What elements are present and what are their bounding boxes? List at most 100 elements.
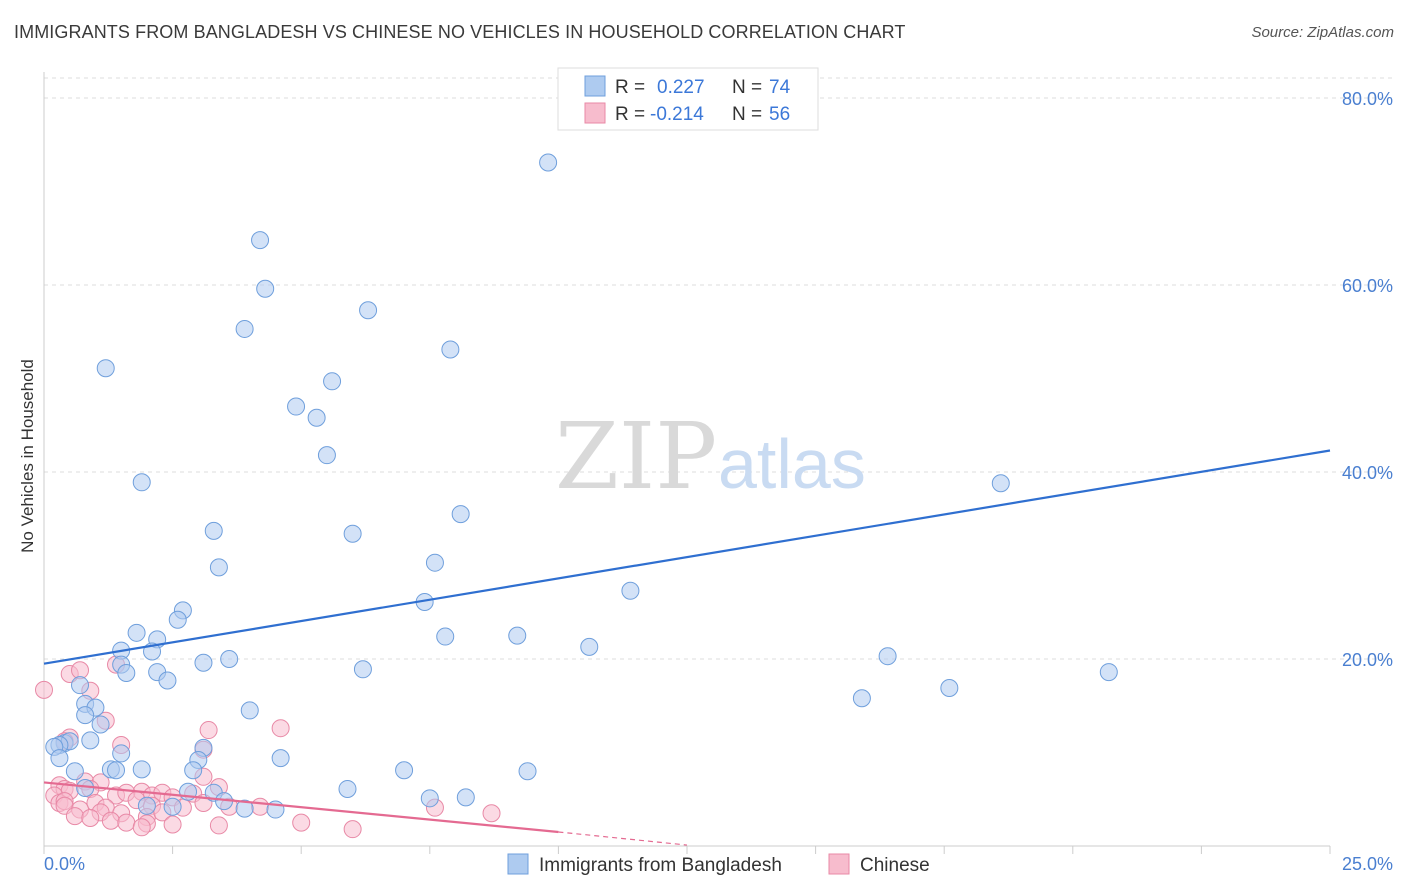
chinese-point xyxy=(482,804,501,823)
bangladesh-point xyxy=(91,715,110,734)
bangladesh-point xyxy=(451,505,470,524)
y-tick-labels: 20.0% 40.0% 60.0% 80.0% xyxy=(1342,89,1393,670)
x-tick-marks xyxy=(43,846,1331,854)
bangladesh-point xyxy=(353,660,372,679)
series-legend: Immigrants from Bangladesh Chinese xyxy=(507,853,930,876)
bangladesh-point xyxy=(235,799,254,818)
legend-bangladesh-label: Immigrants from Bangladesh xyxy=(539,855,782,876)
bangladesh-point xyxy=(852,689,871,708)
bangladesh-trend-line xyxy=(43,449,1331,665)
bangladesh-point xyxy=(518,762,537,781)
bangladesh-point xyxy=(163,797,182,816)
bangladesh-point xyxy=(359,301,378,320)
y-tick-label: 40.0% xyxy=(1342,463,1393,483)
y-tick-label: 60.0% xyxy=(1342,276,1393,296)
bangladesh-point xyxy=(456,788,475,807)
bangladesh-point xyxy=(287,397,306,416)
chart-title: IMMIGRANTS FROM BANGLADESH VS CHINESE NO… xyxy=(14,22,906,42)
bangladesh-point xyxy=(127,623,146,642)
chinese-point xyxy=(251,797,270,816)
bangladesh-point xyxy=(76,706,95,725)
chinese-point xyxy=(343,820,362,839)
bangladesh-point xyxy=(50,749,69,768)
bangladesh-point xyxy=(323,372,342,391)
bangladesh-point xyxy=(65,762,84,781)
bangladesh-point xyxy=(343,524,362,543)
bangladesh-n-value: 74 xyxy=(769,77,791,98)
bangladesh-point xyxy=(395,761,414,780)
chinese-point xyxy=(117,813,136,832)
bangladesh-point xyxy=(580,637,599,656)
bangladesh-point xyxy=(425,553,444,572)
bangladesh-point xyxy=(436,627,455,646)
legend-chinese-swatch xyxy=(828,853,850,875)
y-tick-label: 80.0% xyxy=(1342,89,1393,109)
bangladesh-point xyxy=(317,446,336,465)
legend-bangladesh-swatch xyxy=(507,853,529,875)
bangladesh-point xyxy=(158,671,177,690)
chinese-swatch xyxy=(584,102,606,124)
bangladesh-point xyxy=(621,581,640,600)
chinese-n-label: N = xyxy=(732,104,762,125)
chinese-r-value: -0.214 xyxy=(650,104,704,125)
bangladesh-point xyxy=(168,610,187,629)
chinese-n-value: 56 xyxy=(769,104,790,125)
chinese-point xyxy=(163,815,182,834)
bangladesh-point xyxy=(508,626,527,645)
bangladesh-point xyxy=(204,521,223,540)
bangladesh-point xyxy=(117,664,136,683)
bangladesh-point xyxy=(251,231,270,250)
bangladesh-point xyxy=(71,676,90,695)
bangladesh-point xyxy=(96,359,115,378)
bangladesh-point xyxy=(307,408,326,427)
bangladesh-point xyxy=(240,701,259,720)
legend-chinese-label: Chinese xyxy=(860,855,930,876)
bangladesh-point xyxy=(209,558,228,577)
bangladesh-point xyxy=(132,473,151,492)
chinese-point xyxy=(132,818,151,837)
bangladesh-point xyxy=(256,279,275,298)
bangladesh-point xyxy=(1099,663,1118,682)
chinese-trend-extension xyxy=(558,831,688,846)
bangladesh-point xyxy=(132,760,151,779)
bangladesh-point xyxy=(112,744,131,763)
bangladesh-r-label: R = xyxy=(615,77,645,98)
chinese-point xyxy=(81,808,100,827)
bangladesh-point xyxy=(81,731,100,750)
bangladesh-point xyxy=(539,153,558,172)
chinese-point xyxy=(101,811,120,830)
chinese-point xyxy=(209,816,228,835)
bangladesh-point xyxy=(338,779,357,798)
chinese-point xyxy=(35,680,53,699)
x-tick-label-max: 25.0% xyxy=(1342,854,1393,874)
bangladesh-point xyxy=(420,789,439,808)
bangladesh-point xyxy=(107,761,126,780)
chinese-trend-line xyxy=(43,781,559,834)
chinese-point xyxy=(65,807,84,826)
bangladesh-point xyxy=(220,650,239,668)
gridlines xyxy=(44,77,1393,660)
watermark-atlas: atlas xyxy=(718,425,866,503)
bangladesh-point xyxy=(878,647,897,666)
bangladesh-n-label: N = xyxy=(732,77,762,98)
chinese-point xyxy=(271,719,290,738)
bangladesh-point xyxy=(184,761,203,780)
bangladesh-point xyxy=(235,319,254,338)
bangladesh-point xyxy=(271,749,290,768)
trend-lines xyxy=(43,449,1331,846)
chinese-point xyxy=(71,661,90,680)
y-axis-label: No Vehicles in Household xyxy=(18,359,37,553)
chinese-point xyxy=(292,813,311,832)
source-credit: Source: ZipAtlas.com xyxy=(1251,24,1394,41)
bangladesh-points xyxy=(45,153,1118,819)
x-tick-label-min: 0.0% xyxy=(44,854,85,874)
y-tick-label: 20.0% xyxy=(1342,650,1393,670)
bangladesh-point xyxy=(991,474,1010,493)
chinese-point xyxy=(199,721,218,740)
bangladesh-r-value: 0.227 xyxy=(657,77,705,98)
watermark-zip: ZIP xyxy=(555,403,717,510)
chinese-r-label: R = xyxy=(615,104,645,125)
bangladesh-point xyxy=(137,796,156,815)
bangladesh-swatch xyxy=(584,75,606,97)
